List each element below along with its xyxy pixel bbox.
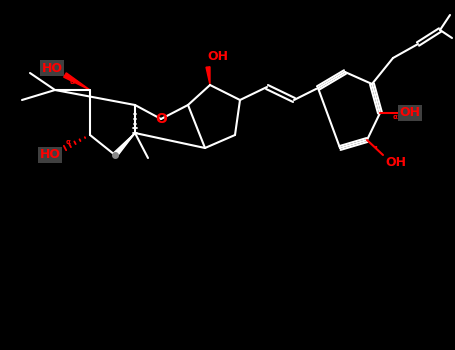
Text: HO: HO [41,62,62,75]
Polygon shape [113,133,135,157]
Text: α: α [393,114,397,120]
Text: O: O [155,112,167,126]
Text: OH: OH [385,155,406,168]
Text: α: α [66,139,71,145]
Text: HO: HO [40,148,61,161]
Text: α: α [70,79,75,85]
Polygon shape [206,67,210,85]
Polygon shape [64,73,90,90]
Text: ·: · [374,143,378,153]
Text: OH: OH [207,50,228,63]
Text: OH: OH [399,106,420,119]
